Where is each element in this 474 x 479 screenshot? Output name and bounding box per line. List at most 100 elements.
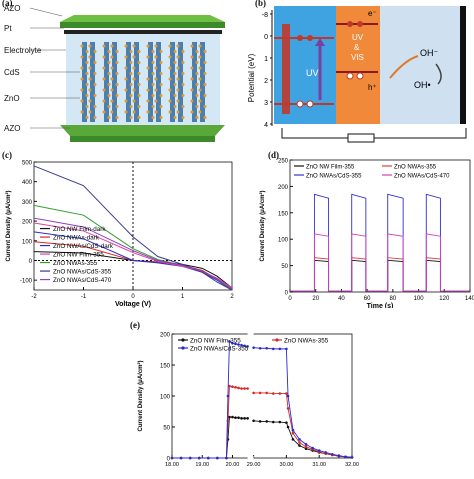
b-ytick-label: 3 [264,100,268,107]
y-tick-label: 200 [278,185,289,191]
chart-e: 0 50 100 150 200 Current Density (μA/cm²) 18.0… [137,332,359,468]
series-marker [298,444,301,447]
y-tick-label: 400 [22,180,33,186]
legend-entry: ZnO NWAs/CdS-470 [53,277,112,284]
series-marker [243,344,246,348]
axis-break-top [247,332,254,337]
series-marker [252,419,255,423]
series-marker [252,346,255,349]
series-marker [228,384,231,388]
y-tick-label: 100 [22,239,33,245]
legend-marker [181,338,185,342]
series-marker [298,438,301,441]
panel-b: (b) Potential (eV) -8 0 1 2 3 4 UV UV & VIS e… [240,0,474,148]
series-marker [285,421,288,424]
series-marker [285,392,288,395]
panel-c: (c) -100 0 100 200 300 400 500 Current Density … [0,150,240,308]
series-marker [188,456,192,460]
series-marker [240,343,243,347]
x-tick-label: 60 [364,296,371,302]
legend-entry: ZnO NWAs/CdS-355 [306,174,362,180]
series-marker [304,445,308,449]
series-marker [331,452,334,456]
y-tick-label: 150 [160,364,171,370]
layer-label: AZO [4,124,20,133]
panel-b-label: (b) [255,0,266,8]
series-marker [237,386,240,390]
y-tick-label: 50 [163,426,170,432]
series-line [290,259,470,292]
legend-entry: ZnO NW Film-355 [306,165,355,171]
series-line [33,222,233,289]
x-tick-label: 120 [439,296,450,302]
panel-a: (a) AZO Pt Electrolyte CdS ZnO AZO [0,0,230,148]
legend-entry: ZnO NWAs/CdS-dark [53,243,114,250]
series-marker [231,385,234,388]
y-tick-label: 300 [22,200,33,206]
series-marker [258,420,262,423]
series-line [253,392,353,458]
series-marker [234,386,237,389]
series-marker [286,407,290,410]
y-tick-label: -100 [20,279,33,285]
panel-e-label: (e) [130,320,140,330]
series-marker [265,420,269,423]
series-line [290,233,470,292]
layer-label: AZO [4,4,20,13]
y-tick-label: 250 [278,159,289,165]
series-line [290,193,470,292]
y-axis-label: Current Density (μA/cm²) [5,190,12,261]
series-line [172,416,248,459]
series-marker [234,416,237,419]
x-tick-label: -2 [31,294,37,300]
panel-d: (d) 0 50 100 150 200 250 Current Density (μA/c… [240,150,474,310]
y-tick-label: 100 [278,238,289,244]
x-tick-label: 31.00 [312,462,326,468]
series-marker [298,441,301,444]
series-marker [246,345,249,348]
plot-frame [171,333,353,459]
x-tick-label: 40 [338,296,345,302]
y-tick-label: 200 [22,220,33,226]
series-marker [243,387,246,390]
x-tick-label: -1 [81,294,87,300]
series-marker [291,438,295,441]
x-axis-label: Time (s) [367,303,394,308]
x-tick-label: 30.00 [280,462,294,468]
series-marker [246,417,249,420]
x-tick-label: 29.00 [247,462,261,468]
y-tick-label: 200 [160,333,171,339]
layer-leader [29,7,63,17]
series-marker [271,392,275,395]
axis-break-bottom [247,456,254,461]
series-marker [231,415,234,419]
series-marker [237,343,240,346]
layer-label: CdS [4,68,20,77]
series-marker [197,456,201,460]
series-marker [291,431,295,435]
legend-entry: ZnO NWAs/CdS-355 [190,346,249,353]
y-tick-label: 0 [285,291,289,297]
series-marker [240,417,243,420]
series-marker [237,416,240,419]
series-marker [226,394,230,398]
layer-label: Pt [4,24,12,33]
x-tick-label: 80 [390,296,397,302]
oh-minus-label: OH⁻ [420,48,439,58]
panel-e: (e) 0 50 100 150 200 Current Density (μA/cm²)… [130,320,360,474]
x-tick-label: 1 [181,294,185,300]
series-marker [265,391,269,395]
x-tick-label: 0 [131,294,135,300]
series-marker [278,420,282,424]
series-marker [258,346,262,350]
series-marker [170,456,174,460]
legend-entry: ZnO NW Film-dark [53,226,106,233]
legend-entry: ZnO NWAs-355 [394,165,437,171]
panel-c-label: (c) [2,150,12,160]
series-line [33,165,233,291]
legend-entry: ZnO NWAs-dark [53,235,100,242]
legend-entry: ZnO NWAs-355 [284,338,329,345]
legend-marker [275,338,279,342]
series-line [172,385,248,459]
b-ytick-label: 2 [264,78,268,85]
